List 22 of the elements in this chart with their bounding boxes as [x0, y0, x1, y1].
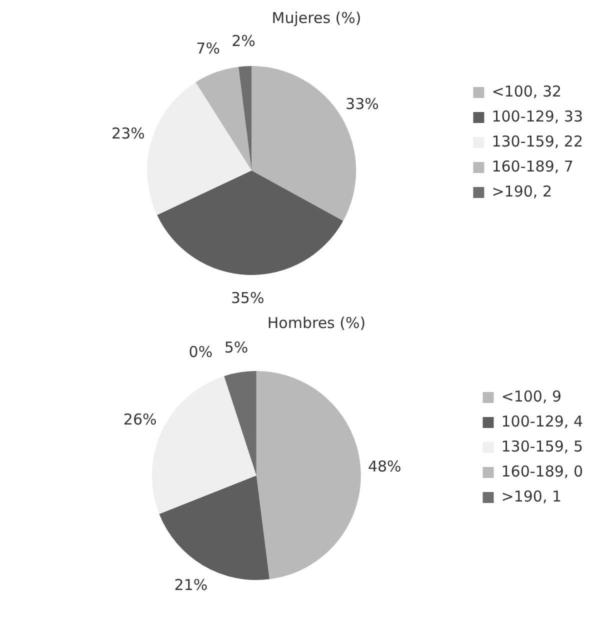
chart-title: Mujeres (%) [272, 8, 362, 27]
data-label: 26% [123, 410, 157, 429]
legend-label: 160-189, 7 [492, 157, 574, 176]
legend-label: 100-129, 4 [501, 412, 584, 430]
data-label: 33% [346, 94, 379, 113]
data-label: 35% [230, 288, 264, 307]
data-label: 48% [368, 457, 402, 476]
legend-label: >190, 2 [492, 182, 552, 200]
legend-label: 130-159, 5 [501, 437, 584, 456]
legend-label: 100-129, 33 [492, 107, 583, 126]
data-label: 5% [224, 338, 248, 356]
legend-label: 160-189, 0 [501, 462, 584, 480]
legend-label: <100, 32 [492, 82, 562, 100]
text: 0% [188, 343, 213, 362]
data-label: 21% [174, 576, 208, 594]
legend-label: <100, 9 [501, 387, 562, 406]
legend-label: 130-159, 22 [492, 132, 583, 150]
chart-title: Hombres (%) [267, 314, 366, 332]
legend-label: >190, 1 [501, 487, 562, 506]
data-label: 23% [112, 124, 145, 143]
data-label: 7% [196, 39, 220, 58]
data-label: 2% [232, 32, 256, 50]
